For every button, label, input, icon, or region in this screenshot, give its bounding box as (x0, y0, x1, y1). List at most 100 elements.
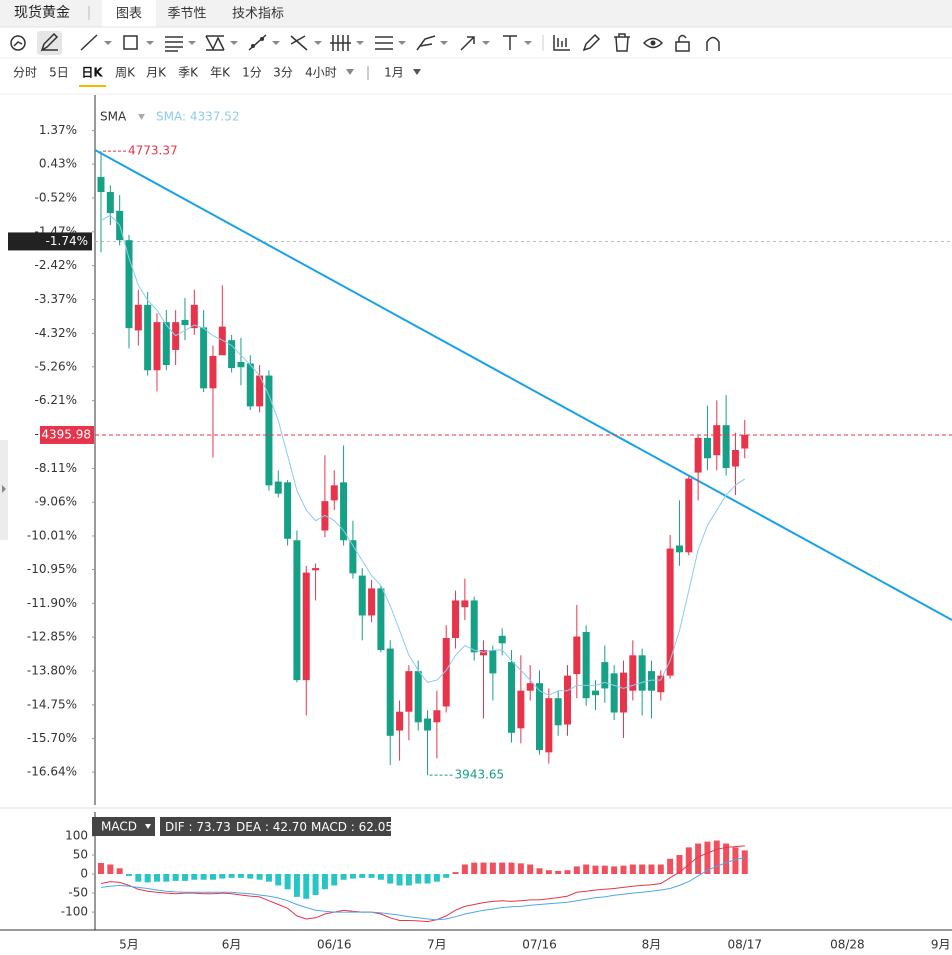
y-tick-label: -10.01% (27, 528, 77, 542)
tool-icon[interactable] (123, 35, 154, 50)
x-tick-label: 5月 (119, 938, 139, 952)
y-tick-label: -100 (61, 905, 88, 919)
y-tick-label: -10.95% (27, 562, 77, 576)
y-tick-label: -2.42% (35, 258, 77, 272)
macd-bar (153, 874, 160, 882)
macd-bar (405, 874, 412, 886)
macd-bar (489, 862, 496, 875)
macd-bar (713, 840, 720, 875)
timeframe[interactable]: 3分 (273, 66, 293, 80)
candle-body (470, 600, 478, 653)
timeframe[interactable]: 5日 (49, 66, 69, 80)
timeframe[interactable]: 年K (210, 66, 231, 80)
macd-bar (125, 874, 132, 876)
tool-icon[interactable] (675, 34, 690, 52)
tool-icon[interactable] (553, 35, 570, 51)
tab[interactable]: 图表 (116, 7, 142, 22)
x-tick-label: 08/28 (830, 938, 865, 952)
tool-icon[interactable] (582, 33, 601, 52)
macd-bar (741, 850, 748, 875)
macd-bar (377, 874, 384, 880)
y-tick-label: -13.80% (27, 663, 77, 677)
dropdown-arrow[interactable] (413, 69, 421, 75)
tool-icon[interactable] (330, 35, 364, 51)
indicator-select-bg[interactable] (92, 817, 155, 836)
candle-body (386, 648, 394, 736)
tool-icon[interactable] (375, 36, 406, 50)
tool-icon[interactable] (416, 35, 448, 51)
macd-bar (639, 864, 646, 875)
candle-body (647, 671, 655, 691)
candle-body (125, 240, 133, 329)
macd-bar (723, 843, 730, 875)
candle-body (358, 575, 366, 616)
tool-icon[interactable] (460, 36, 490, 51)
tool-icon[interactable] (10, 35, 26, 51)
y-tick-label: 100 (65, 828, 88, 842)
macd-bar (312, 874, 319, 895)
candle-body (694, 437, 702, 473)
macd-bar (340, 874, 347, 880)
timeframe[interactable]: 1分 (242, 66, 262, 80)
dropdown-arrow[interactable] (145, 824, 151, 829)
tab[interactable]: 技术指标 (232, 7, 284, 22)
candle-body (638, 655, 646, 691)
dropdown-arrow[interactable] (138, 114, 145, 120)
timeframe[interactable]: 季K (178, 66, 199, 80)
tool-icon[interactable] (205, 35, 238, 51)
tool-icon[interactable] (290, 35, 322, 51)
candle-body (591, 690, 599, 696)
tool-icon[interactable] (706, 36, 720, 52)
macd-bar (443, 874, 450, 878)
tool-icon[interactable] (165, 36, 196, 52)
tool-icon[interactable] (642, 37, 664, 49)
macd-bar (135, 874, 142, 882)
tab[interactable]: 季节性 (167, 7, 206, 22)
macd-bar (331, 874, 338, 886)
macd-bar (98, 862, 104, 875)
candle-body (330, 485, 338, 501)
macd-bar (592, 865, 599, 875)
tool-icon[interactable] (40, 32, 59, 52)
macd-bar (517, 863, 524, 875)
tool-icon[interactable] (503, 35, 532, 50)
macd-line (100, 857, 745, 921)
candle-body (461, 600, 469, 608)
candle-body (97, 176, 105, 193)
x-tick-label: 8月 (642, 938, 662, 952)
indicator-select[interactable]: MACD (101, 820, 137, 834)
dropdown-arrow[interactable] (346, 69, 354, 75)
timeframe-active[interactable]: 日K (81, 66, 103, 80)
plot-layer: 1.37%0.43%-0.52%-1.47%-2.42%-3.37%-4.32%… (8, 123, 952, 952)
timeframe[interactable]: 月K (146, 66, 167, 80)
candle-body (526, 683, 534, 691)
timeframe[interactable]: 周K (115, 66, 136, 80)
tool-icon[interactable] (614, 33, 630, 52)
max-marker-label: 4773.37 (128, 144, 178, 158)
macd-bar (471, 862, 478, 875)
y-tick-label: -6.21% (35, 393, 77, 407)
candle-body (284, 482, 292, 539)
candle-body (106, 192, 114, 214)
macd-bar (247, 874, 254, 879)
tool-icon[interactable] (80, 34, 112, 51)
candle-body (293, 540, 301, 681)
candle-body (601, 662, 609, 689)
toolbar (10, 31, 720, 55)
trend-line[interactable] (94, 149, 952, 621)
macd-bar (303, 874, 310, 899)
timeframe[interactable]: 分时 (13, 66, 37, 80)
period[interactable]: 1月 (384, 66, 404, 80)
tool-icon[interactable] (248, 34, 280, 51)
macd-bar (116, 868, 123, 875)
candle-body (545, 698, 553, 753)
candle-body (498, 635, 506, 644)
candle-body (731, 450, 739, 467)
y-tick-label: -0.52% (35, 190, 77, 204)
active-underline (79, 85, 106, 87)
x-tick-label: 7月 (427, 938, 447, 952)
candle-body (265, 375, 273, 486)
candle-body (685, 478, 693, 553)
timeframe[interactable]: 4小时 (305, 66, 337, 80)
